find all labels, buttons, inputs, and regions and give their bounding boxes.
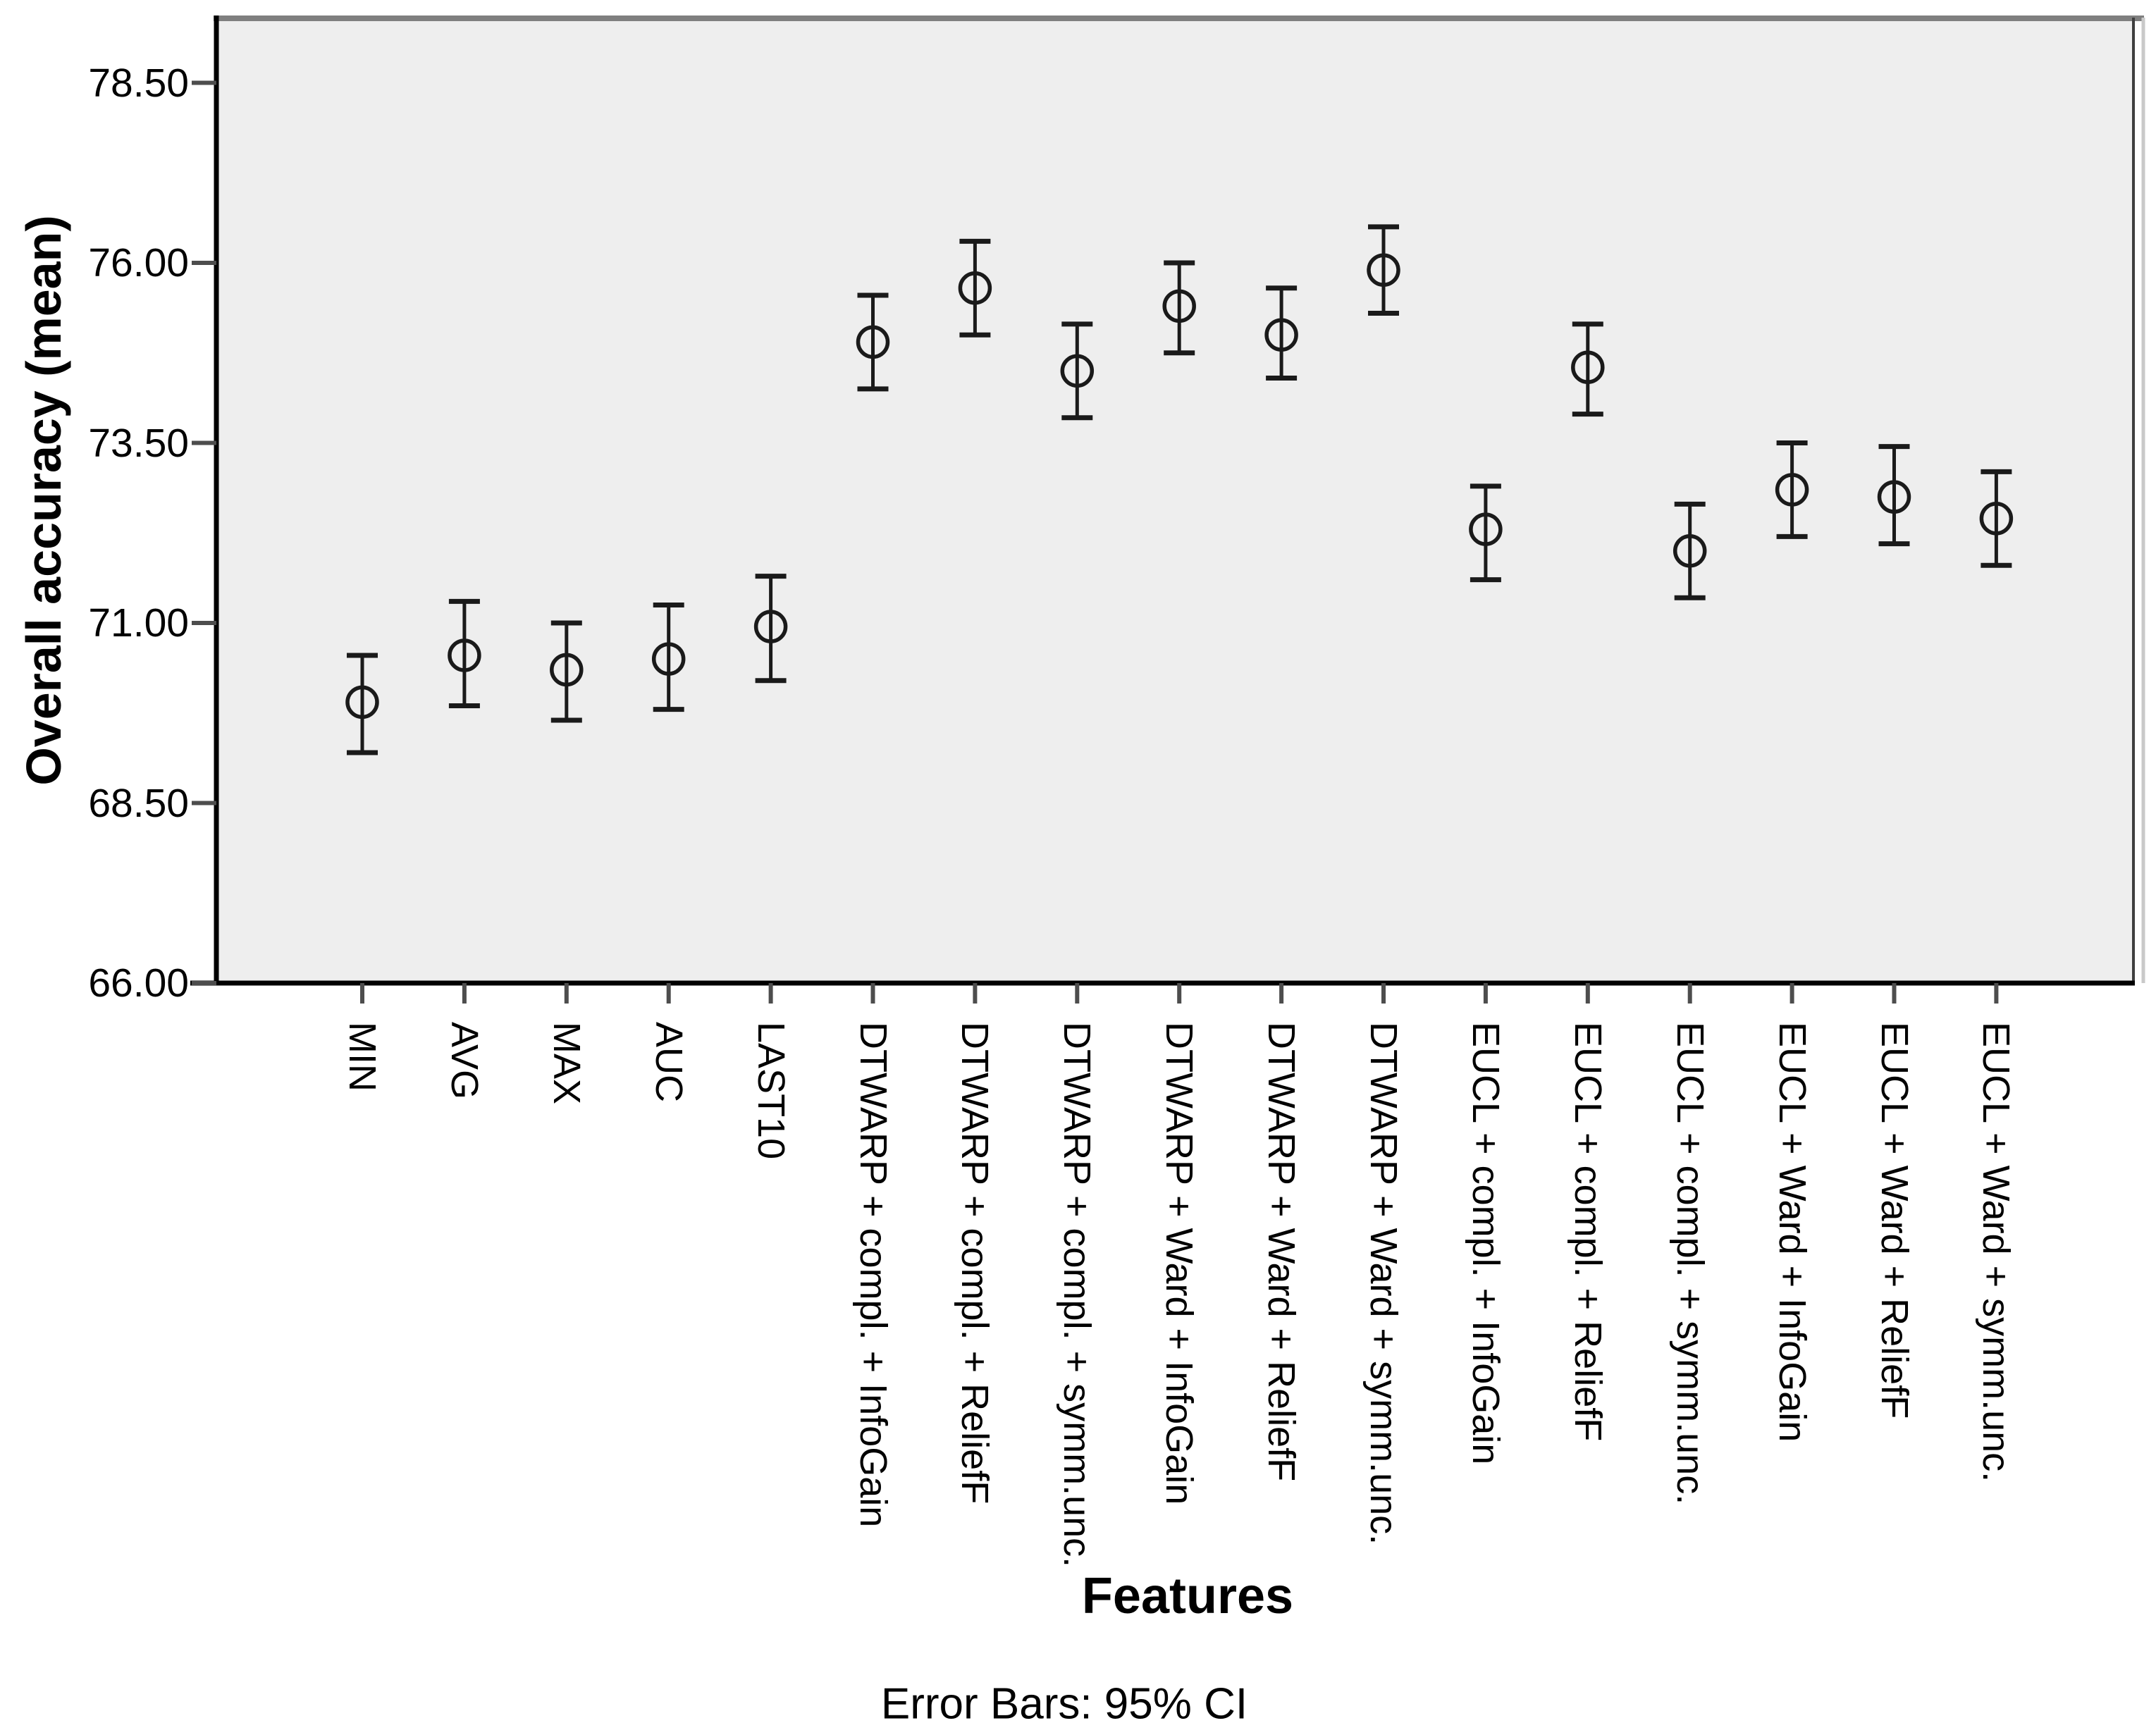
- x-tick-label: DTWARP + compl. + ReliefF: [954, 1022, 997, 1505]
- mean-marker: [1877, 480, 1911, 514]
- mean-marker: [958, 271, 992, 305]
- mean-marker: [448, 638, 481, 672]
- mean-marker: [1162, 289, 1196, 323]
- mean-marker: [1571, 350, 1605, 384]
- x-tick-label: DTWARP + Ward + symm.unc.: [1362, 1022, 1405, 1545]
- y-tick-label: 78.50: [88, 60, 189, 106]
- mean-marker: [550, 653, 584, 687]
- x-tick-label: EUCL + compl. + InfoGain: [1464, 1022, 1507, 1465]
- mean-marker: [1775, 473, 1809, 507]
- mean-marker: [1367, 253, 1400, 287]
- mean-marker: [1979, 502, 2014, 536]
- y-axis-title: Overall accuracy (mean): [16, 215, 71, 786]
- x-tick-label: EUCL + Ward + InfoGain: [1770, 1022, 1813, 1443]
- x-tick-label: DTWARP + compl. + symm.unc.: [1056, 1022, 1099, 1568]
- x-tick-label: LAST10: [749, 1022, 792, 1160]
- mean-marker: [1060, 354, 1095, 388]
- mean-marker: [856, 325, 890, 359]
- mean-marker: [651, 642, 686, 676]
- error-bars-caption: Error Bars: 95% CI: [880, 1679, 1248, 1729]
- mean-marker: [345, 685, 379, 720]
- x-tick-label: EUCL + compl. + symm.unc.: [1668, 1022, 1711, 1505]
- y-tick-label: 68.50: [88, 780, 189, 826]
- x-tick-label: DTWARP + Ward + ReliefF: [1260, 1022, 1303, 1482]
- mean-marker: [1469, 512, 1503, 546]
- x-tick-label: AVG: [443, 1022, 486, 1100]
- y-tick-label: 71.00: [88, 600, 189, 646]
- x-tick-label: DTWARP + compl. + InfoGain: [851, 1022, 894, 1528]
- x-tick-label: EUCL + Ward + ReliefF: [1873, 1022, 1916, 1419]
- x-tick-label: EUCL + compl. + ReliefF: [1566, 1022, 1609, 1442]
- x-tick-label: MAX: [545, 1022, 588, 1105]
- x-tick-label: EUCL + Ward + symm.unc.: [1975, 1022, 2018, 1483]
- mean-marker: [1673, 534, 1707, 568]
- y-tick-label: 76.00: [88, 240, 189, 285]
- x-axis-title: Features: [1081, 1568, 1294, 1624]
- y-tick-label: 66.00: [88, 961, 189, 1006]
- plot-area: [216, 18, 2135, 983]
- y-tick-label: 73.50: [88, 420, 189, 466]
- mean-marker: [1264, 318, 1298, 352]
- mean-marker: [753, 610, 788, 643]
- x-tick-label: DTWARP + Ward + InfoGain: [1158, 1022, 1201, 1505]
- x-tick-label: MIN: [341, 1022, 383, 1092]
- x-tick-label: AUC: [647, 1022, 690, 1103]
